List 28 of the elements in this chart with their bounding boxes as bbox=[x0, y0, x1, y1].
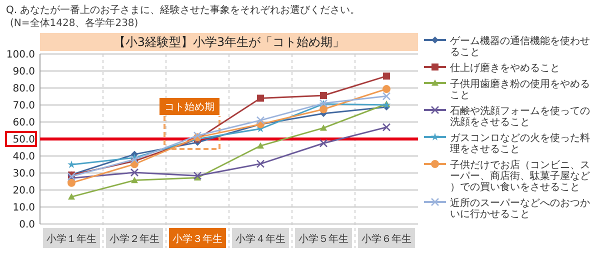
x-tick-label: 小学１年生 bbox=[46, 233, 96, 245]
y-tick-label: 70.0 bbox=[12, 100, 35, 112]
legend-label: 仕上げ磨きをやめること bbox=[450, 62, 560, 74]
y-tick-label: 30.0 bbox=[12, 168, 35, 180]
y-tick-label: 0.0 bbox=[19, 220, 35, 230]
y-tick-label: 20.0 bbox=[12, 186, 35, 196]
chart-subtitle: 【小3経験型】小学3年生が「コト始め期」 bbox=[113, 35, 345, 49]
x-tick-label: 小学５年生 bbox=[298, 233, 348, 245]
legend-label: 石鹸や洗顔フォームを使っての洗顔をさせること bbox=[450, 105, 590, 128]
y-tick-label: 100.0 bbox=[6, 50, 35, 60]
x-tick-label: 小学６年生 bbox=[362, 233, 412, 245]
legend-label: 子供用歯磨き粉の使用をやめること bbox=[450, 78, 590, 101]
legend-label: 近所のスーパーなどへのおつかいに行かせること bbox=[450, 197, 590, 220]
text: (N=全体1428、各学年238) bbox=[10, 17, 138, 29]
legend-label: ゲーム機器の通信機能を使わせること bbox=[450, 35, 590, 58]
y-tick-label: 90.0 bbox=[12, 66, 35, 78]
y-tick-label: 60.0 bbox=[12, 118, 35, 128]
legend-label: 子供だけでお店（コンビニ、スーパー、商店街、駄菓子屋など）での買い食いをさせること bbox=[450, 159, 590, 193]
x-tick-label: 小学４年生 bbox=[236, 233, 286, 245]
band-label: コト始め期 bbox=[164, 101, 214, 113]
legend-label: ガスコンロなどの火を使った料理をさせること bbox=[450, 132, 590, 155]
x-tick-label: 小学２年生 bbox=[110, 233, 160, 245]
y-tick-label: 10.0 bbox=[12, 202, 35, 214]
chart-title: Q. あなたが一番上のお子さまに、経験させた事象をそれぞれお選びください。 bbox=[6, 4, 360, 16]
x-tick-label: 小学３年生 bbox=[172, 233, 222, 245]
y-tick-label: 80.0 bbox=[12, 84, 35, 94]
y-tick-label: 40.0 bbox=[12, 152, 35, 162]
y-tick-label: 50.0 bbox=[12, 134, 35, 146]
